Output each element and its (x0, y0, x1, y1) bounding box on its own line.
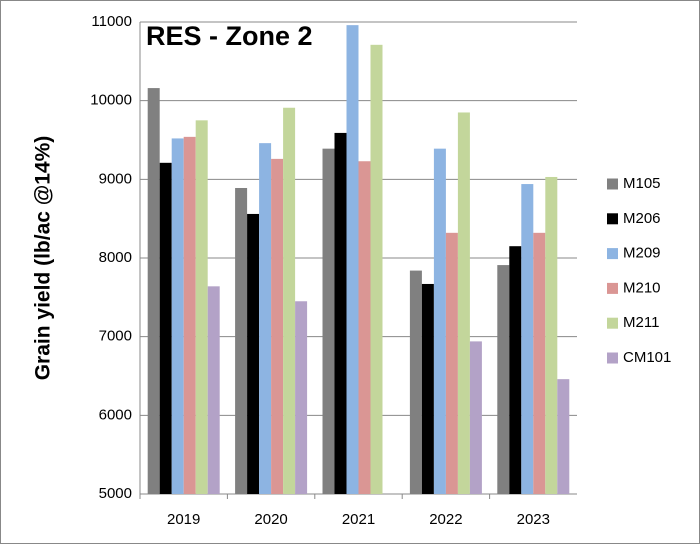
y-tick-label: 9000 (99, 170, 132, 187)
y-axis-label: Grain yield (lb/ac @14%) (32, 136, 55, 381)
bar (457, 112, 470, 494)
legend-label: M206 (623, 210, 661, 227)
bar (358, 161, 371, 495)
legend-label: M211 (623, 314, 659, 331)
bar (295, 301, 308, 494)
bar (545, 176, 558, 494)
legend-label: M209 (623, 245, 661, 262)
bar (259, 143, 272, 494)
bar (159, 162, 172, 494)
bar (409, 270, 422, 494)
bar (334, 132, 347, 495)
x-tick-label: 2022 (429, 511, 462, 528)
bar (195, 120, 208, 494)
y-tick-label: 8000 (99, 249, 132, 266)
x-tick-label: 2020 (254, 511, 287, 528)
bar (469, 341, 482, 494)
legend-swatch (607, 178, 618, 190)
legend-label: CM101 (623, 349, 671, 366)
legend-swatch (607, 213, 618, 225)
chart-title: RES - Zone 2 (146, 21, 313, 51)
bar (283, 107, 296, 494)
bar (207, 286, 220, 494)
bar (271, 158, 284, 494)
bar (533, 232, 546, 494)
legend-swatch (607, 317, 618, 329)
legend-label: M210 (623, 279, 661, 296)
bar (445, 232, 458, 494)
legend-label: M105 (623, 175, 661, 192)
bar (322, 148, 335, 495)
legend-swatch (607, 352, 618, 364)
x-tick-label: 2023 (517, 511, 550, 528)
bar (557, 379, 570, 494)
legend-swatch (607, 282, 618, 294)
bar (509, 246, 522, 494)
y-tick-label: 11000 (91, 13, 132, 30)
bar (433, 148, 446, 495)
bar (370, 44, 383, 495)
bar (183, 136, 196, 494)
bar (346, 25, 359, 494)
bar (235, 187, 248, 494)
bar (521, 184, 534, 494)
y-tick-label: 5000 (99, 485, 132, 502)
x-tick-label: 2021 (342, 511, 375, 528)
bar (421, 283, 434, 494)
x-tick-label: 2019 (167, 511, 200, 528)
legend-swatch (607, 248, 618, 260)
bar (147, 88, 160, 494)
y-tick-label: 10000 (90, 92, 132, 109)
bar (497, 265, 510, 494)
bar (171, 138, 184, 494)
y-tick-label: 7000 (99, 328, 132, 345)
bar (247, 213, 260, 495)
y-tick-label: 6000 (99, 406, 132, 423)
